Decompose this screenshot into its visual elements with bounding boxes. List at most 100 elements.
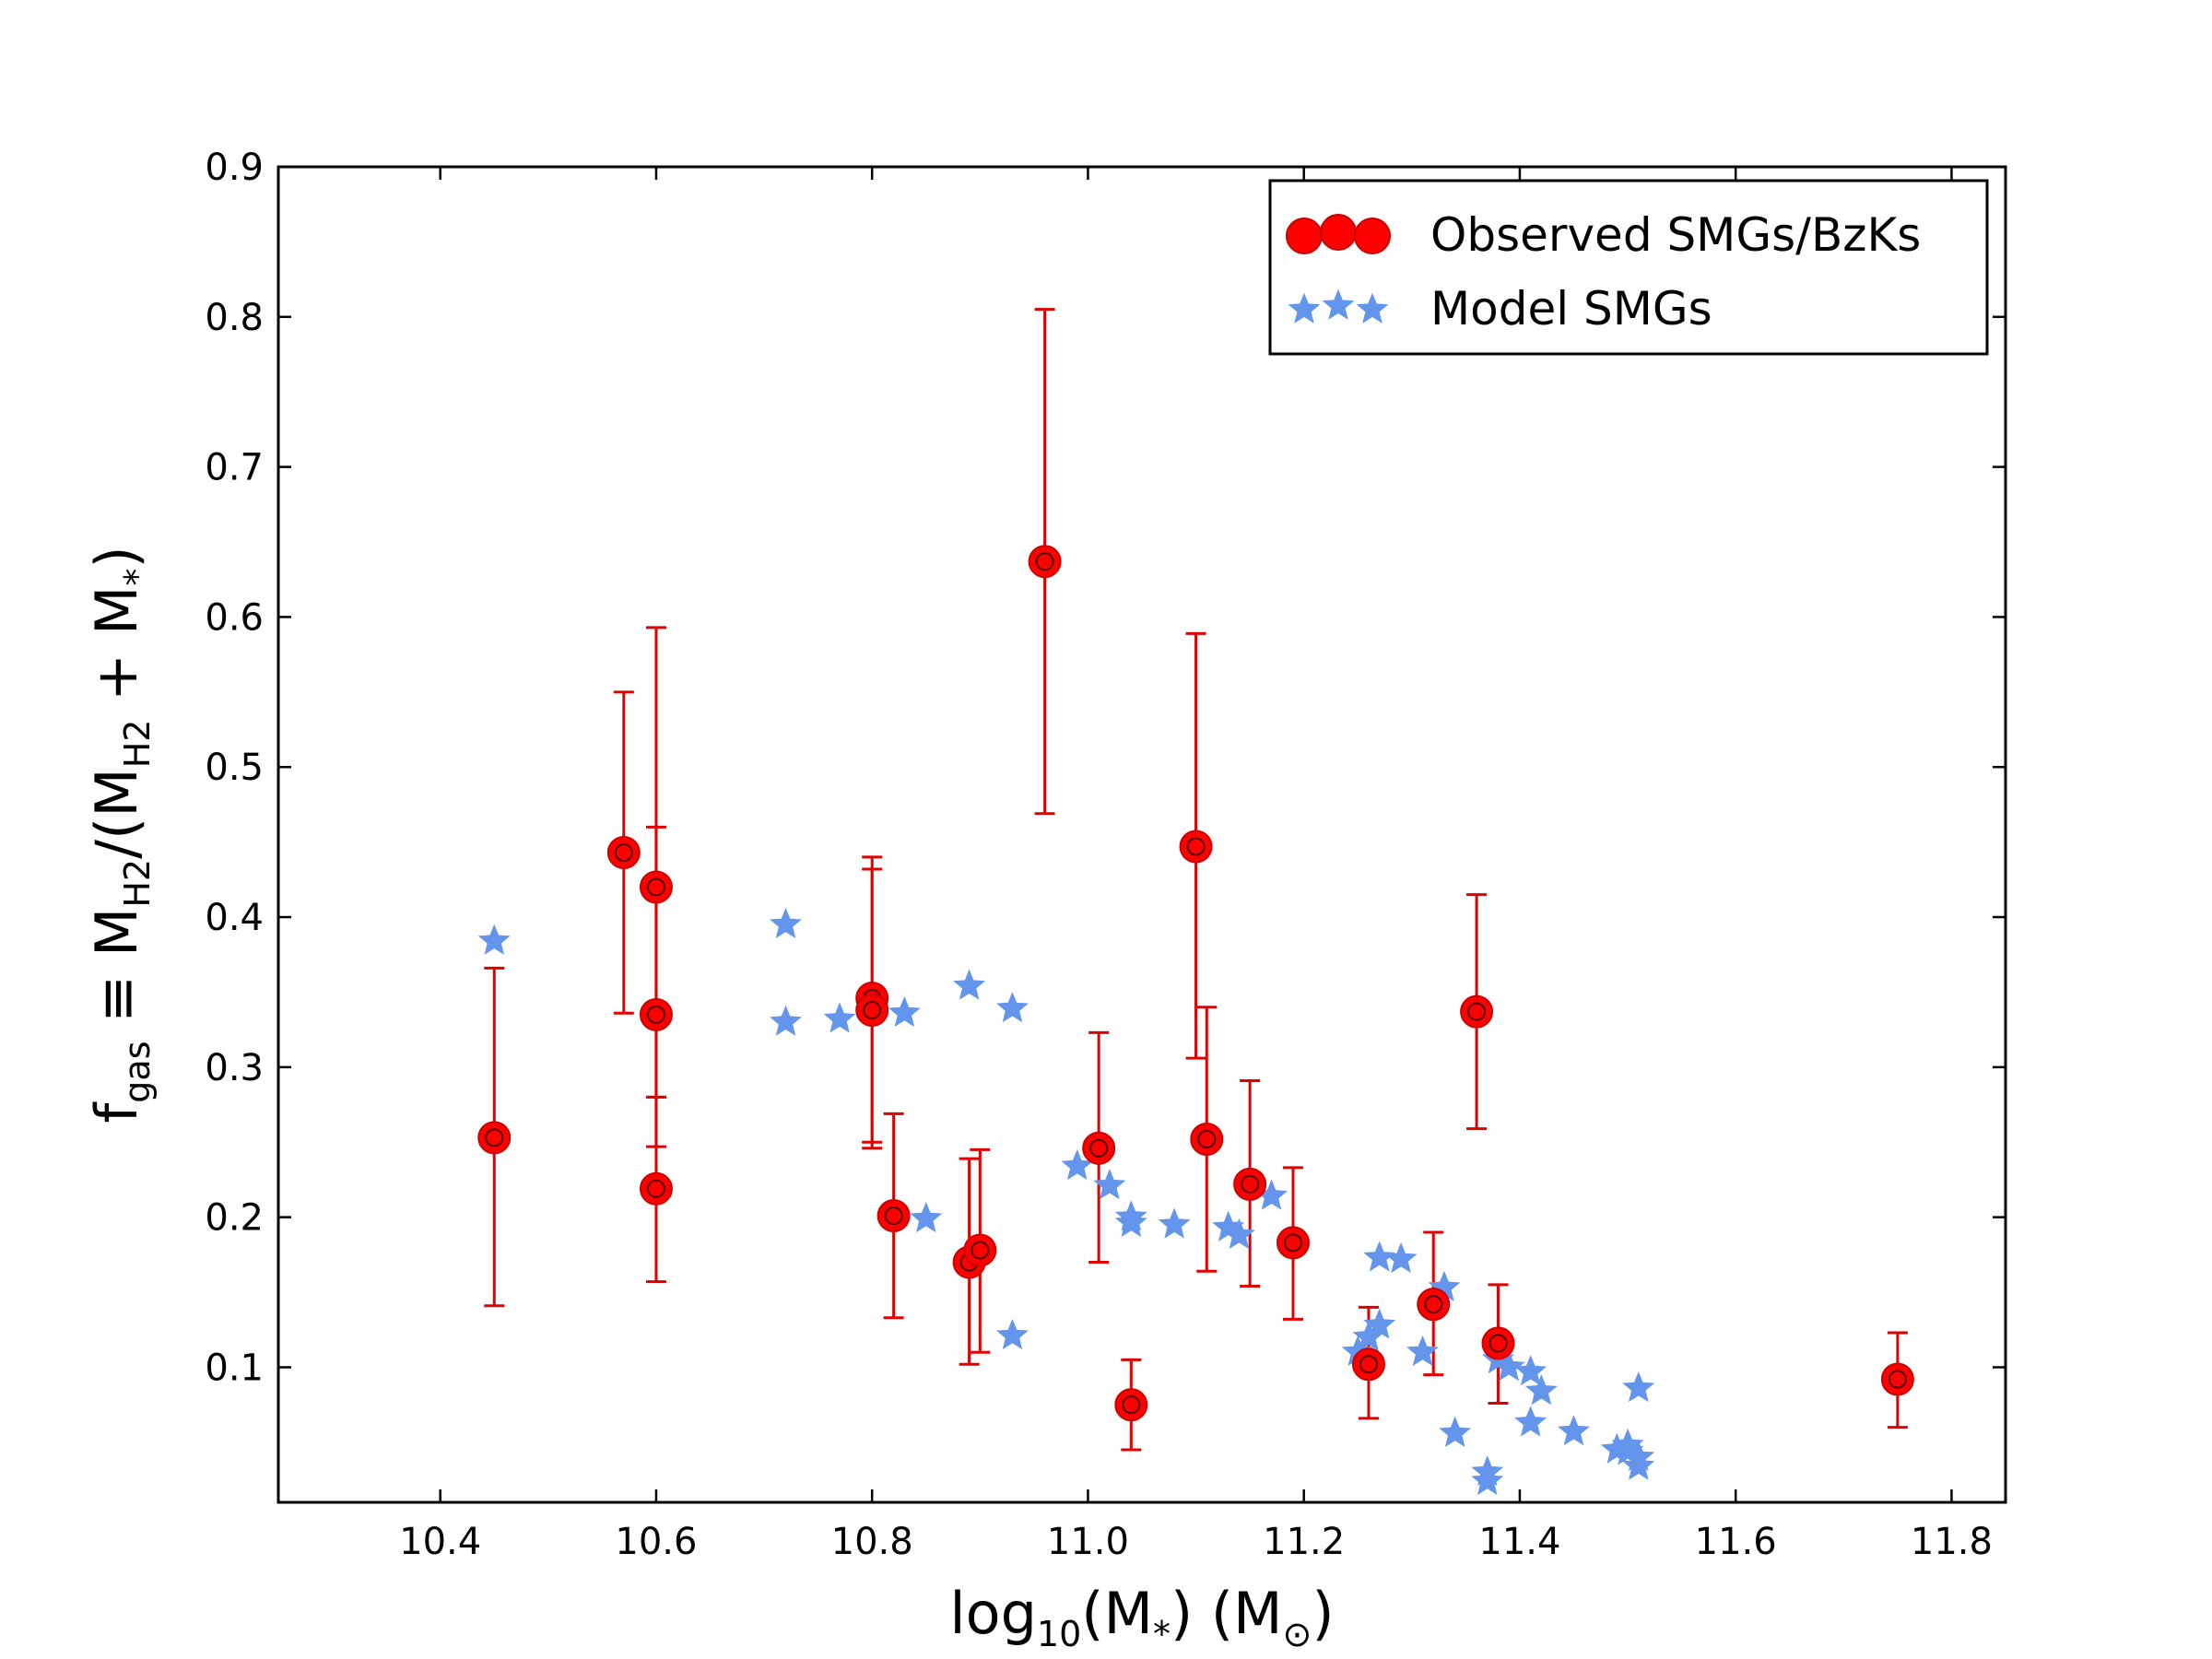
observed-point [639, 997, 673, 1031]
observed-point [1233, 1167, 1267, 1201]
observed-point-inner [1359, 1355, 1378, 1374]
observed-point-inner [646, 1179, 665, 1198]
legend: Observed SMGs/BzKs Model SMGs [1268, 179, 1989, 356]
model-star-point [1384, 1241, 1418, 1274]
model-star-point [1363, 1241, 1396, 1272]
observed-point-inner [485, 1128, 504, 1147]
model-star-point [1363, 1308, 1396, 1339]
model-star-point [1514, 1355, 1547, 1386]
observed-point [855, 993, 889, 1027]
model-star-point [1439, 1416, 1472, 1447]
observed-point [1179, 830, 1213, 864]
y-tick-label: 0.6 [205, 596, 264, 639]
observed-point [639, 870, 673, 904]
model-star-point [770, 907, 802, 938]
observed-point [1460, 994, 1494, 1029]
model-star-point [1492, 1350, 1525, 1382]
error-bars-group [484, 308, 1908, 1452]
model-star-point [770, 1005, 802, 1036]
observed-point [963, 1233, 997, 1267]
model-star-point [1514, 1406, 1547, 1437]
x-axis-label: log10(M*) (M⊙) [949, 1580, 1334, 1654]
observed-point [1880, 1362, 1914, 1396]
observed-point [639, 1171, 673, 1206]
y-tick-label: 0.9 [205, 147, 264, 189]
y-tick-label: 0.3 [205, 1047, 264, 1089]
model-stars-group [477, 907, 1655, 1496]
observed-point-inner [1241, 1174, 1260, 1194]
observed-point [1082, 1131, 1116, 1165]
model-star-point [1471, 1464, 1504, 1496]
legend-label-model: Model SMGs [1430, 282, 1712, 335]
legend-model-marker [1356, 292, 1389, 324]
model-star-point [1622, 1449, 1655, 1480]
observed-point [1351, 1347, 1385, 1382]
observed-points-group [477, 545, 1914, 1422]
x-tick-label: 11.6 [1695, 1521, 1777, 1563]
observed-point [1276, 1226, 1310, 1260]
observed-point-inner [1186, 837, 1206, 856]
observed-point-inner [1197, 1130, 1217, 1149]
model-star-point [1524, 1374, 1558, 1406]
model-star-point [1222, 1218, 1255, 1250]
model-star-point [823, 1002, 856, 1033]
x-tick-label: 10.6 [615, 1521, 697, 1563]
model-star-point [1406, 1335, 1439, 1366]
observed-point-inner [971, 1241, 990, 1260]
observed-point-inner [1089, 1138, 1109, 1158]
observed-point-inner [1467, 1002, 1487, 1021]
observed-point-inner [884, 1206, 903, 1226]
observed-point-inner [1035, 552, 1054, 571]
observed-point [1114, 1388, 1148, 1422]
model-star-point [996, 992, 1029, 1023]
legend-model-marker [1322, 288, 1355, 320]
x-tick-label: 11.2 [1263, 1521, 1345, 1563]
legend-observed-marker [1320, 214, 1357, 251]
axis-ticks-group: 10.4 10.6 10.8 11.0 11.2 11.4 11.6 11.8 0.1 0.2 0.… [205, 147, 2006, 1563]
y-tick-label: 0.4 [205, 897, 264, 939]
model-star-point [910, 1201, 943, 1233]
x-tick-label: 10.4 [399, 1521, 481, 1563]
model-star-point [1114, 1206, 1147, 1237]
model-star-point [477, 924, 511, 955]
observed-point-inner [646, 877, 665, 897]
x-tick-label: 10.8 [831, 1521, 913, 1563]
legend-label-observed: Observed SMGs/BzKs [1430, 208, 1921, 262]
observed-point [606, 836, 641, 870]
model-star-point [1158, 1207, 1191, 1239]
y-tick-label: 0.7 [205, 447, 264, 489]
model-star-point [1093, 1169, 1126, 1200]
observed-point-inner [1122, 1395, 1141, 1415]
observed-point-inner [1424, 1295, 1443, 1314]
legend-markers [1286, 214, 1391, 324]
observed-point-inner [614, 843, 633, 863]
observed-point [877, 1199, 911, 1233]
legend-box [1268, 179, 1989, 356]
observed-point-inner [863, 1000, 882, 1019]
observed-point [477, 1121, 512, 1155]
x-tick-label: 11.8 [1911, 1521, 1993, 1563]
observed-point-inner [1283, 1233, 1302, 1253]
x-tick-label: 11.0 [1047, 1521, 1129, 1563]
plot-area-frame [276, 165, 2007, 1504]
observed-point-inner [1888, 1370, 1907, 1389]
y-tick-label: 0.2 [205, 1197, 264, 1240]
observed-point-inner [646, 1005, 665, 1024]
y-tick-label: 0.8 [205, 297, 264, 339]
observed-point [1190, 1123, 1224, 1157]
x-tick-label: 11.4 [1478, 1521, 1560, 1563]
observed-point [1028, 545, 1062, 579]
model-star-point [1622, 1371, 1655, 1403]
model-star-point [996, 1318, 1029, 1350]
model-star-point [888, 995, 921, 1028]
model-star-point [1558, 1415, 1590, 1446]
legend-observed-marker [1286, 218, 1323, 254]
y-tick-label: 0.1 [205, 1347, 264, 1389]
observed-point [1417, 1288, 1451, 1322]
model-star-point [953, 969, 986, 1000]
observed-point [1481, 1326, 1515, 1360]
legend-model-marker [1288, 292, 1321, 324]
observed-point-inner [1488, 1334, 1508, 1353]
y-axis-label: fgas ≡ MH2/(MH2 + M*) [83, 546, 158, 1123]
